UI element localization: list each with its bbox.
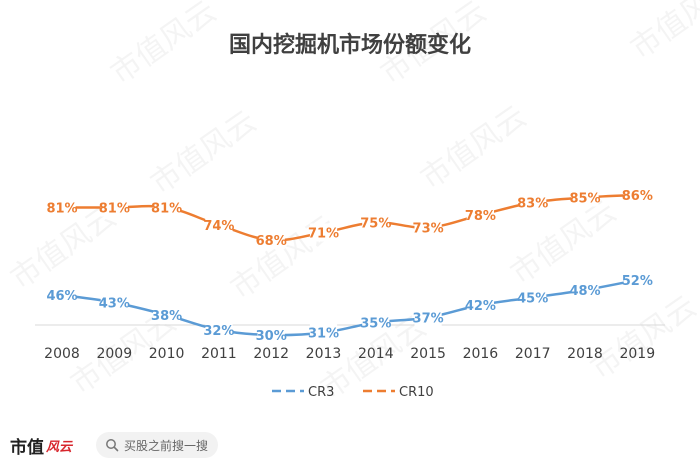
- data-label-cr3: 38%: [151, 309, 182, 324]
- data-label-cr10: 78%: [465, 209, 496, 224]
- search-box[interactable]: 买股之前搜一搜: [96, 432, 218, 458]
- data-label-bg: [205, 321, 233, 339]
- watermark-text: 市值风云: [585, 289, 700, 386]
- data-label-bg: [571, 281, 599, 299]
- footer-bar: 市值 风云 买股之前搜一搜: [0, 425, 700, 467]
- data-label-cr10: 86%: [622, 189, 653, 204]
- data-label-cr3: 31%: [308, 327, 339, 342]
- watermark-text: 市值风云: [625, 0, 700, 67]
- data-label-bg: [414, 308, 442, 327]
- chart-title: 国内挖掘机市场份额变化: [229, 32, 471, 58]
- x-tick-label: 2016: [463, 346, 499, 362]
- data-label-bg: [466, 206, 494, 224]
- data-label-cr10: 81%: [151, 202, 182, 217]
- brand-logo: 市值 风云: [10, 433, 72, 458]
- x-axis-ticks: 2008 2009 2010 2011 2012 2013 2014 2015 2016 2017…: [44, 346, 655, 362]
- data-label-bg: [623, 271, 651, 289]
- data-label-cr10: 68%: [256, 234, 287, 249]
- data-label-bg: [519, 193, 547, 212]
- x-tick-label: 2009: [96, 346, 132, 362]
- watermark-text: 市值风云: [415, 99, 533, 196]
- data-label-cr3: 45%: [517, 292, 548, 307]
- data-label-cr10: 74%: [203, 219, 234, 234]
- search-icon: [106, 439, 119, 452]
- data-label-cr3: 46%: [46, 289, 77, 304]
- data-label-bg: [257, 326, 285, 344]
- x-tick-label: 2017: [515, 346, 551, 362]
- data-label-cr10: 73%: [413, 222, 444, 237]
- data-label-bg: [414, 218, 442, 237]
- data-label-bg: [100, 293, 128, 312]
- data-label-cr3: 32%: [203, 324, 234, 339]
- data-label-bg: [362, 313, 390, 332]
- chart-card: 市值风云 市值风云 市值风云 市值风云 市值风云 市值风云 市值风云 市值风云 市值风云 市值风云…: [0, 0, 700, 426]
- x-tick-label: 2008: [44, 346, 80, 362]
- data-label-bg: [571, 188, 599, 207]
- x-tick-label: 2018: [567, 346, 603, 362]
- legend: CR3 CR10: [272, 385, 434, 400]
- data-label-bg: [309, 223, 338, 242]
- search-hint: 买股之前搜一搜: [124, 438, 209, 453]
- data-label-bg: [153, 198, 181, 217]
- data-label-cr3: 43%: [99, 297, 130, 312]
- watermark-text: 市值风云: [145, 104, 263, 201]
- legend-label-cr3: CR3: [308, 385, 334, 400]
- x-tick-label: 2010: [149, 346, 185, 362]
- x-tick-label: 2013: [306, 346, 342, 362]
- brand-name: 市值: [10, 438, 44, 458]
- x-tick-label: 2011: [201, 346, 237, 362]
- data-label-cr10: 81%: [46, 202, 77, 217]
- data-label-cr3: 42%: [465, 299, 496, 314]
- data-label-bg: [205, 216, 233, 234]
- data-label-cr10: 75%: [360, 217, 391, 232]
- x-tick-label: 2015: [410, 346, 446, 362]
- x-tick-label: 2019: [619, 346, 655, 362]
- data-label-bg: [362, 213, 390, 232]
- data-label-bg: [519, 288, 547, 307]
- data-labels: 46% 43% 38% 32% 30% 31% 35% 37% 42% 45% 48% 52% 81% 8…: [46, 186, 653, 344]
- data-label-bg: [623, 186, 651, 204]
- data-label-bg: [100, 198, 128, 217]
- data-label-cr3: 52%: [622, 274, 653, 289]
- data-label-cr10: 83%: [517, 197, 548, 212]
- data-label-bg: [48, 286, 76, 304]
- data-label-bg: [153, 306, 181, 324]
- x-tick-label: 2014: [358, 346, 394, 362]
- data-label-cr3: 30%: [256, 329, 287, 344]
- data-label-cr10: 81%: [99, 202, 130, 217]
- data-label-bg: [257, 231, 285, 249]
- data-label-bg: [48, 198, 76, 217]
- x-tick-label: 2012: [253, 346, 289, 362]
- data-label-cr10: 71%: [308, 227, 339, 242]
- data-label-bg: [309, 323, 338, 342]
- data-label-cr3: 35%: [360, 317, 391, 332]
- data-label-bg: [466, 296, 494, 314]
- data-label-cr3: 37%: [413, 312, 444, 327]
- data-label-cr3: 48%: [569, 284, 600, 299]
- legend-label-cr10: CR10: [399, 385, 434, 400]
- brand-mark: 风云: [46, 440, 73, 455]
- data-label-cr10: 85%: [569, 192, 600, 207]
- watermark-text: 市值风云: [105, 0, 223, 92]
